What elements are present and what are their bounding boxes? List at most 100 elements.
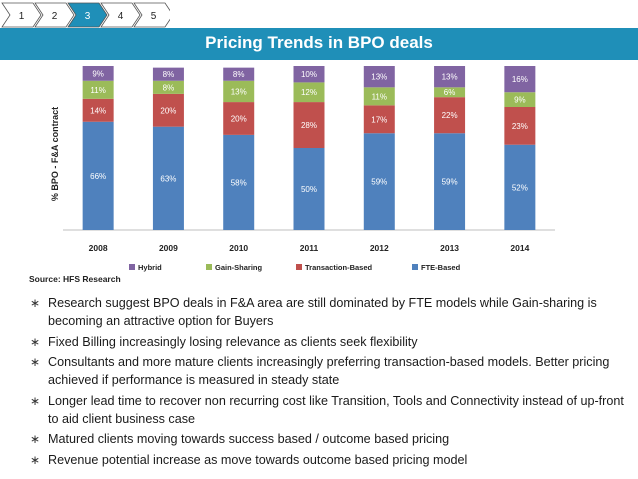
bullet-item: ∗ Longer lead time to recover non recurri… [30, 392, 630, 428]
data-label-fte-based-2013: 59% [442, 178, 458, 187]
data-label-gain-sharing-2011: 12% [301, 88, 317, 97]
bullet-text: Matured clients moving towards success b… [48, 432, 450, 446]
bar-gain-sharing-2008 [82, 80, 114, 99]
legend-swatch-transaction-based [296, 264, 302, 270]
bullet-item: ∗ Research suggest BPO deals in F&A area … [30, 294, 630, 330]
step-label-2: 2 [52, 11, 58, 22]
legend-label-transaction-based: Transaction-Based [305, 263, 373, 272]
star-bullet-icon: ∗ [30, 296, 41, 310]
bullet-item: ∗ Consultants and more mature clients inc… [30, 353, 630, 389]
bar-hybrid-2009 [152, 67, 184, 81]
bar-transaction-based-2013 [434, 97, 466, 134]
bar-hybrid-2011 [293, 66, 325, 83]
legend-label-fte-based: FTE-Based [421, 263, 461, 272]
legend-swatch-fte-based [412, 264, 418, 270]
bar-hybrid-2013 [434, 66, 466, 88]
legend-swatch-gain-sharing [206, 264, 212, 270]
bar-transaction-based-2009 [152, 93, 184, 127]
bar-transaction-based-2008 [82, 98, 114, 122]
bar-transaction-based-2010 [223, 102, 255, 135]
star-bullet-icon: ∗ [30, 432, 41, 446]
x-tick-label-2014: 2014 [510, 243, 529, 253]
data-label-hybrid-2011: 10% [301, 70, 317, 79]
bar-gain-sharing-2011 [293, 82, 325, 103]
step-label-4: 4 [118, 11, 124, 22]
x-tick-label-2013: 2013 [440, 243, 459, 253]
star-bullet-icon: ∗ [30, 355, 41, 369]
data-label-hybrid-2014: 16% [512, 75, 528, 84]
star-bullet-icon: ∗ [30, 334, 41, 349]
bar-gain-sharing-2013 [434, 87, 466, 98]
data-label-gain-sharing-2008: 11% [90, 86, 105, 95]
legend-swatch-hybrid [129, 264, 135, 270]
bullet-text: Research suggest BPO deals in F&A area a… [48, 296, 597, 328]
data-label-transaction-based-2010: 20% [231, 114, 247, 123]
data-label-fte-based-2014: 52% [512, 183, 528, 192]
legend-label-gain-sharing: Gain-Sharing [215, 263, 263, 272]
data-label-gain-sharing-2010: 13% [231, 87, 247, 96]
bar-fte-based-2012 [363, 133, 395, 230]
data-label-hybrid-2012: 13% [371, 73, 387, 82]
bar-transaction-based-2011 [293, 102, 325, 148]
step-label-3: 3 [85, 11, 91, 22]
x-tick-label-2009: 2009 [159, 243, 178, 253]
data-label-gain-sharing-2012: 11% [372, 92, 387, 101]
data-label-fte-based-2011: 50% [301, 185, 317, 194]
title-band [0, 28, 638, 60]
data-label-hybrid-2013: 13% [442, 73, 458, 82]
step-chevron-5[interactable] [133, 2, 170, 28]
page-title: Pricing Trends in BPO deals [205, 33, 433, 52]
bar-fte-based-2010 [223, 134, 255, 230]
bar-transaction-based-2014 [504, 107, 536, 145]
x-tick-label-2011: 2011 [300, 243, 319, 253]
step-chevron-3[interactable] [67, 2, 108, 28]
bullet-text: Fixed Billing increasingly losing releva… [48, 334, 418, 349]
bullet-text: Revenue potential increase as move towar… [48, 452, 468, 467]
data-label-fte-based-2012: 59% [371, 178, 387, 187]
stacked-bar-chart: % BPO - F&A contract 66% 14% 11% 9% 2008 63% 20… [29, 66, 555, 284]
data-label-fte-based-2009: 63% [160, 174, 176, 183]
bar-hybrid-2010 [223, 67, 255, 81]
bar-gain-sharing-2014 [504, 92, 536, 107]
star-bullet-icon: ∗ [30, 452, 41, 467]
bar-fte-based-2011 [293, 148, 325, 230]
bar-gain-sharing-2009 [152, 80, 184, 94]
data-label-transaction-based-2014: 23% [512, 122, 528, 131]
data-label-transaction-based-2012: 17% [371, 115, 387, 124]
bar-hybrid-2014 [504, 66, 536, 93]
data-label-transaction-based-2013: 22% [442, 111, 458, 120]
data-label-fte-based-2008: 66% [90, 172, 106, 181]
bullet-list: ∗ Research suggest BPO deals in F&A area … [30, 294, 630, 471]
data-label-transaction-based-2011: 28% [301, 121, 317, 130]
bar-gain-sharing-2012 [363, 87, 395, 106]
x-tick-label-2008: 2008 [89, 243, 108, 253]
data-label-gain-sharing-2014: 9% [514, 96, 526, 105]
bar-fte-based-2008 [82, 121, 114, 230]
data-label-transaction-based-2008: 14% [90, 106, 106, 115]
data-label-hybrid-2009: 8% [163, 70, 175, 79]
step-navigation: 1 2 3 4 5 [1, 2, 170, 28]
data-label-transaction-based-2009: 20% [160, 106, 176, 115]
step-label-1: 1 [19, 11, 25, 22]
bar-fte-based-2009 [152, 126, 184, 230]
y-axis-label: % BPO - F&A contract [50, 107, 60, 201]
step-label-5: 5 [151, 11, 157, 22]
bullet-item: ∗ Revenue potential increase as move towa… [30, 451, 630, 469]
bar-gain-sharing-2010 [223, 80, 255, 103]
step-chevron-4[interactable] [100, 2, 141, 28]
bar-hybrid-2008 [82, 66, 114, 81]
bullet-text: Consultants and more mature clients incr… [48, 355, 610, 387]
source-note: Source: HFS Research [29, 274, 121, 284]
legend-label-hybrid: Hybrid [138, 263, 162, 272]
bar-fte-based-2014 [504, 144, 536, 230]
step-chevron-2[interactable] [34, 2, 75, 28]
bar-hybrid-2012 [363, 66, 395, 88]
bar-fte-based-2013 [434, 133, 466, 230]
x-tick-label-2012: 2012 [370, 243, 389, 253]
data-label-gain-sharing-2009: 8% [163, 83, 175, 92]
bullet-text: Longer lead time to recover non recurrin… [48, 393, 624, 426]
data-label-gain-sharing-2013: 6% [444, 88, 456, 97]
step-chevron-1[interactable] [1, 2, 42, 28]
bullet-item: ∗ Fixed Billing increasingly losing relev… [30, 333, 630, 351]
star-bullet-icon: ∗ [30, 393, 41, 408]
